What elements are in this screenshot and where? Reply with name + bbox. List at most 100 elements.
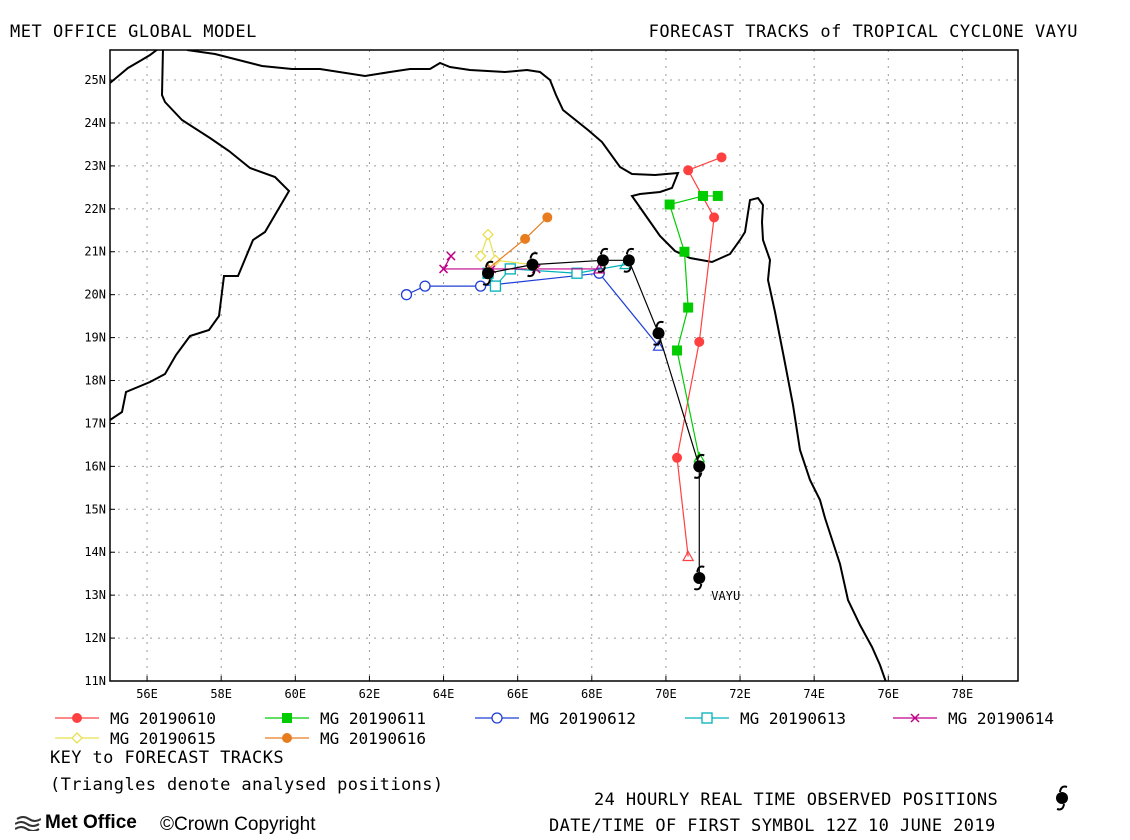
key-title: KEY to FORECAST TRACKS [50, 748, 284, 768]
coastline [110, 50, 887, 681]
lat-tick-label: 23N [84, 159, 106, 173]
legend-item: MG 20190613 [685, 709, 846, 728]
key-note: (Triangles denote analysed positions) [50, 775, 444, 795]
track-mg-20190610 [672, 152, 727, 562]
axis-ticks: 11N 12N 13N 14N 15N 16N 17N 18N 19N 20N 21N 22N 23N 2… [84, 73, 973, 701]
header-left-title: MET OFFICE GLOBAL MODEL [10, 22, 257, 42]
lat-tick-label: 16N [84, 459, 106, 473]
lon-tick-label: 60E [284, 687, 306, 701]
legend-marker [701, 712, 713, 724]
legend-item: MG 20190611 [265, 709, 426, 728]
observed-position-icon [693, 453, 706, 479]
track-point [672, 345, 683, 356]
first-symbol-datetime: DATE/TIME OF FIRST SYMBOL 12Z 10 JUNE 20… [549, 816, 996, 836]
lat-tick-label: 11N [84, 674, 106, 688]
lat-tick-label: 22N [84, 202, 106, 216]
lon-tick-label: 68E [581, 687, 603, 701]
track-point [400, 289, 413, 301]
track-point [694, 336, 705, 347]
copyright: ©Crown Copyright [160, 814, 316, 835]
lat-tick-label: 14N [84, 545, 106, 559]
legend-item: MG 20190616 [265, 729, 426, 748]
legend-label: MG 20190612 [530, 709, 636, 728]
lat-tick-label: 17N [84, 416, 106, 430]
legend-label: MG 20190614 [948, 709, 1054, 728]
observed-position-icon [693, 565, 706, 591]
track-mg-20190611 [664, 190, 723, 463]
track-mg-20190615 [474, 228, 539, 270]
observed-position-icon [526, 252, 539, 278]
plot-frame [109, 49, 1019, 682]
lat-tick-label: 18N [84, 374, 106, 388]
track-line [676, 156, 722, 557]
track-point [474, 280, 487, 292]
legend-item: MG 20190614 [893, 709, 1054, 728]
track-line [668, 195, 718, 458]
legend-marker [910, 713, 920, 723]
track-point [709, 212, 720, 223]
track-point [489, 254, 502, 267]
track-point [419, 280, 431, 292]
observed-track-line [487, 259, 700, 578]
coastline-oman [110, 50, 291, 421]
legend-label: MG 20190610 [110, 709, 216, 728]
legend-item: MG 20190610 [55, 709, 216, 728]
observed-position-icon [622, 247, 635, 273]
track-point [697, 190, 708, 201]
track-point [683, 165, 694, 176]
legend: MG 20190610 MG 20190611 MG 20190612 MG 2019… [55, 709, 1068, 811]
track-point [489, 280, 502, 292]
lat-tick-label: 21N [84, 245, 106, 259]
lat-tick-label: 25N [84, 73, 106, 87]
lon-tick-label: 74E [803, 687, 825, 701]
track-line [406, 272, 659, 347]
lon-tick-label: 62E [359, 687, 381, 701]
track-point [683, 302, 694, 313]
legend-label: MG 20190616 [320, 729, 426, 748]
lat-tick-label: 12N [84, 631, 106, 645]
observed-position-icon [652, 320, 665, 346]
track-point [520, 233, 531, 244]
legend-marker [282, 733, 292, 743]
observed-position-icon [596, 247, 609, 273]
track-point [439, 264, 449, 274]
track-point [542, 212, 553, 223]
track-point [672, 452, 683, 463]
lat-tick-label: 13N [84, 588, 106, 602]
grid-lines [110, 50, 1018, 682]
lon-tick-label: 72E [729, 687, 751, 701]
legend-item: MG 20190612 [475, 709, 636, 728]
observed-track [482, 247, 706, 591]
lon-tick-label: 70E [655, 687, 677, 701]
met-office-stripes-icon [15, 815, 41, 831]
lon-tick-label: 58E [210, 687, 232, 701]
met-office-logo-text: Met Office [45, 812, 137, 833]
legend-marker [72, 713, 82, 723]
storm-label: VAYU [711, 589, 740, 603]
track-line [480, 232, 533, 266]
legend-marker [71, 732, 83, 744]
observed-position-icon [482, 260, 495, 286]
observed-positions-key-icon [1056, 785, 1068, 811]
legend-marker [491, 712, 503, 724]
lon-tick-label: 56E [136, 687, 158, 701]
lon-tick-label: 76E [877, 687, 899, 701]
analysed-position-triangle [682, 550, 695, 562]
legend-label: MG 20190613 [740, 709, 846, 728]
lat-tick-label: 15N [84, 502, 106, 516]
lon-tick-label: 64E [433, 687, 455, 701]
met-office-logo: Met Office [15, 812, 137, 834]
track-point [679, 246, 690, 257]
lat-tick-label: 20N [84, 288, 106, 302]
lon-tick-label: 66E [507, 687, 529, 701]
track-point [571, 267, 583, 279]
legend-label: MG 20190615 [110, 729, 216, 748]
legend-label: MG 20190611 [320, 709, 426, 728]
track-point [474, 250, 487, 262]
track-mg-20190612 [400, 267, 665, 351]
legend-item: MG 20190615 [55, 729, 216, 748]
track-point [664, 199, 675, 210]
lat-tick-label: 19N [84, 331, 106, 345]
analysed-position-triangle [593, 262, 606, 274]
